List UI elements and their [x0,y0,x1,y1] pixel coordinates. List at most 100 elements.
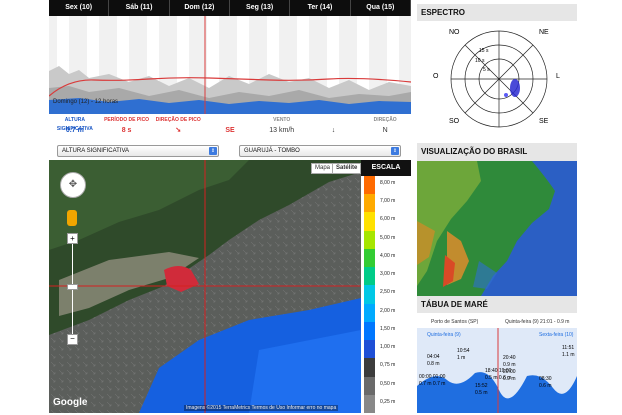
tide-high-height: 1 m [457,355,466,361]
tide-panel: Porto de Santos (SP) Quinta-feira (9) 21… [417,313,577,413]
espectro-header: ESPECTRO [417,4,577,22]
metric-label: DIREÇÃO [373,117,397,123]
polar-plot [450,30,548,128]
map-attribution[interactable]: Imagens ©2015 TerraMetrics Termos de Uso… [184,405,339,411]
day-tab[interactable]: Ter (14) [290,0,351,16]
google-logo: Google [53,397,88,408]
location-select[interactable]: GUARUJÁ - TOMBO ⇕ [239,145,401,157]
dir-label: SO [449,118,460,125]
tide-high-time: 20:40 [503,355,516,361]
tide-high-time: 11:51 [562,345,575,351]
scale-swatch [364,303,375,323]
day-tab[interactable]: Dom (12) [170,0,230,16]
tide-misc: 18:40 19:00 [485,368,512,374]
dir-label: NO [449,29,460,36]
layer-select-value: ALTURA SIGNIFICATIVA [62,148,130,154]
tide-high-height: 1.1 m [562,352,575,358]
metric-value: 8 s [121,127,132,134]
wave-graph-svg [49,16,411,114]
location-select-value: GUARUJÁ - TOMBO [244,148,300,154]
ring-label: 10 s [475,58,485,64]
scale-value: 5,00 m [380,234,396,241]
metric-label: DIREÇÃO DE PICO [155,117,201,123]
scale-swatch [364,230,375,250]
dir-label: SE [539,118,549,125]
metric-label: PERÍODO DE PICO [104,117,150,123]
scale-value: 1,00 m [380,344,396,351]
wave-map[interactable]: Mapa Satélite ✥ + − Google Imagens ©2015… [49,160,361,413]
tide-day2: Sexta-feira (10) [539,332,574,338]
tide-chart[interactable]: Quinta-feira (9) Sexta-feira (10) 04:04 … [417,328,577,413]
metric-label [204,116,256,125]
plus-icon: + [70,234,75,243]
scale-value: 1,50 m [380,325,396,332]
scale-value: 0,50 m [380,380,396,387]
scale-swatch [364,248,375,268]
day-tab[interactable]: Sáb (11) [109,0,170,16]
tide-low-time: 00:00 01:00 [419,374,446,380]
map-type-button[interactable]: Mapa [311,163,335,174]
tide-chart-svg [417,328,577,413]
scale-value: 4,00 m [380,252,396,259]
espectro-panel: NO NE O L SO SE 15 s 10 s 5 s [417,21,577,143]
tide-high-height: 0.8 m [427,361,440,367]
tide-port: Porto de Santos (SP) [431,319,479,325]
metrics-row: ALTURA SIGNIFICATIVA 0.7 m PERÍODO DE PI… [49,116,411,142]
tide-high-height: 0.9 m [503,362,516,368]
tide-low-time: 08:30 [539,376,552,382]
wave-map-svg [49,160,361,413]
scale-swatch [364,194,375,213]
metric-label [308,116,360,125]
scale-value: 0,25 m [380,398,396,405]
pegman-icon[interactable] [67,210,77,226]
day-tab[interactable]: Seg (13) [230,0,291,16]
tide-header: TÁBUA DE MARÉ [417,296,577,314]
scale-value: 7,00 m [380,198,396,205]
tide-high-time: 10:54 [457,348,470,354]
metric-value: 0.7 m [65,127,84,134]
brasil-header: VISUALIZAÇÃO DO BRASIL [417,143,577,161]
tide-low-height: 0.6 m [539,383,552,389]
tide-now: Quinta-feira (9) 21:01 - 0.9 m [505,319,570,325]
tide-misc: 0.9 m [503,376,516,382]
metric-value: N [382,127,388,134]
zoom-slider-handle[interactable] [67,284,78,290]
tide-low-height: 0.5 m [475,390,488,396]
layer-select[interactable]: ALTURA SIGNIFICATIVA ⇕ [57,145,219,157]
direction-arrow-icon: ➘ [175,127,182,134]
tide-high-time: 04:04 [427,354,440,360]
metric-label: ALTURA SIGNIFICATIVA [56,117,93,132]
day-bar: Sex (10) Sáb (11) Dom (12) Seg (13) Ter … [49,0,411,16]
day-tab[interactable]: Sex (10) [49,0,110,16]
pan-control[interactable]: ✥ [60,172,86,198]
tide-misc: 20:00 [503,369,516,375]
scale-swatch [364,176,375,195]
ring-label: 15 s [479,48,489,54]
scale-value: 8,00 m [380,180,396,186]
metric-wave-height: ALTURA SIGNIFICATIVA 0.7 m [49,116,101,142]
brasil-map[interactable] [417,161,577,296]
metric-wind-direction: DIREÇÃO N [359,116,411,142]
brasil-map-svg [417,161,555,296]
scale-value: 3,00 m [380,271,396,278]
metric-value: 13 km/h [269,127,295,134]
scale-swatch [364,358,375,378]
scale-swatch [364,340,375,359]
metric-peak-direction: SE [204,116,256,142]
dir-label: L [556,73,560,80]
metric-peak-period: PERÍODO DE PICO 8 s [101,116,153,142]
zoom-out-button[interactable]: − [67,334,78,345]
satellite-type-button[interactable]: Satélite [332,163,361,174]
scale-title: ESCALA [361,160,411,176]
zoom-in-button[interactable]: + [67,233,78,244]
select-arrow-icon: ⇕ [209,147,217,155]
dir-label: O [433,73,439,80]
wind-arrow-icon: ↓ [331,127,336,134]
metric-label: VENTO [273,117,291,123]
wave-graph[interactable]: Domingo (12) - 12 horas [49,16,411,114]
scale-swatch [364,376,375,396]
scale-swatch [364,394,375,414]
metric-wind: VENTO 13 km/h [256,116,308,142]
day-tab[interactable]: Qua (15) [351,0,411,16]
graph-caption: Domingo (12) - 12 horas [53,99,119,105]
